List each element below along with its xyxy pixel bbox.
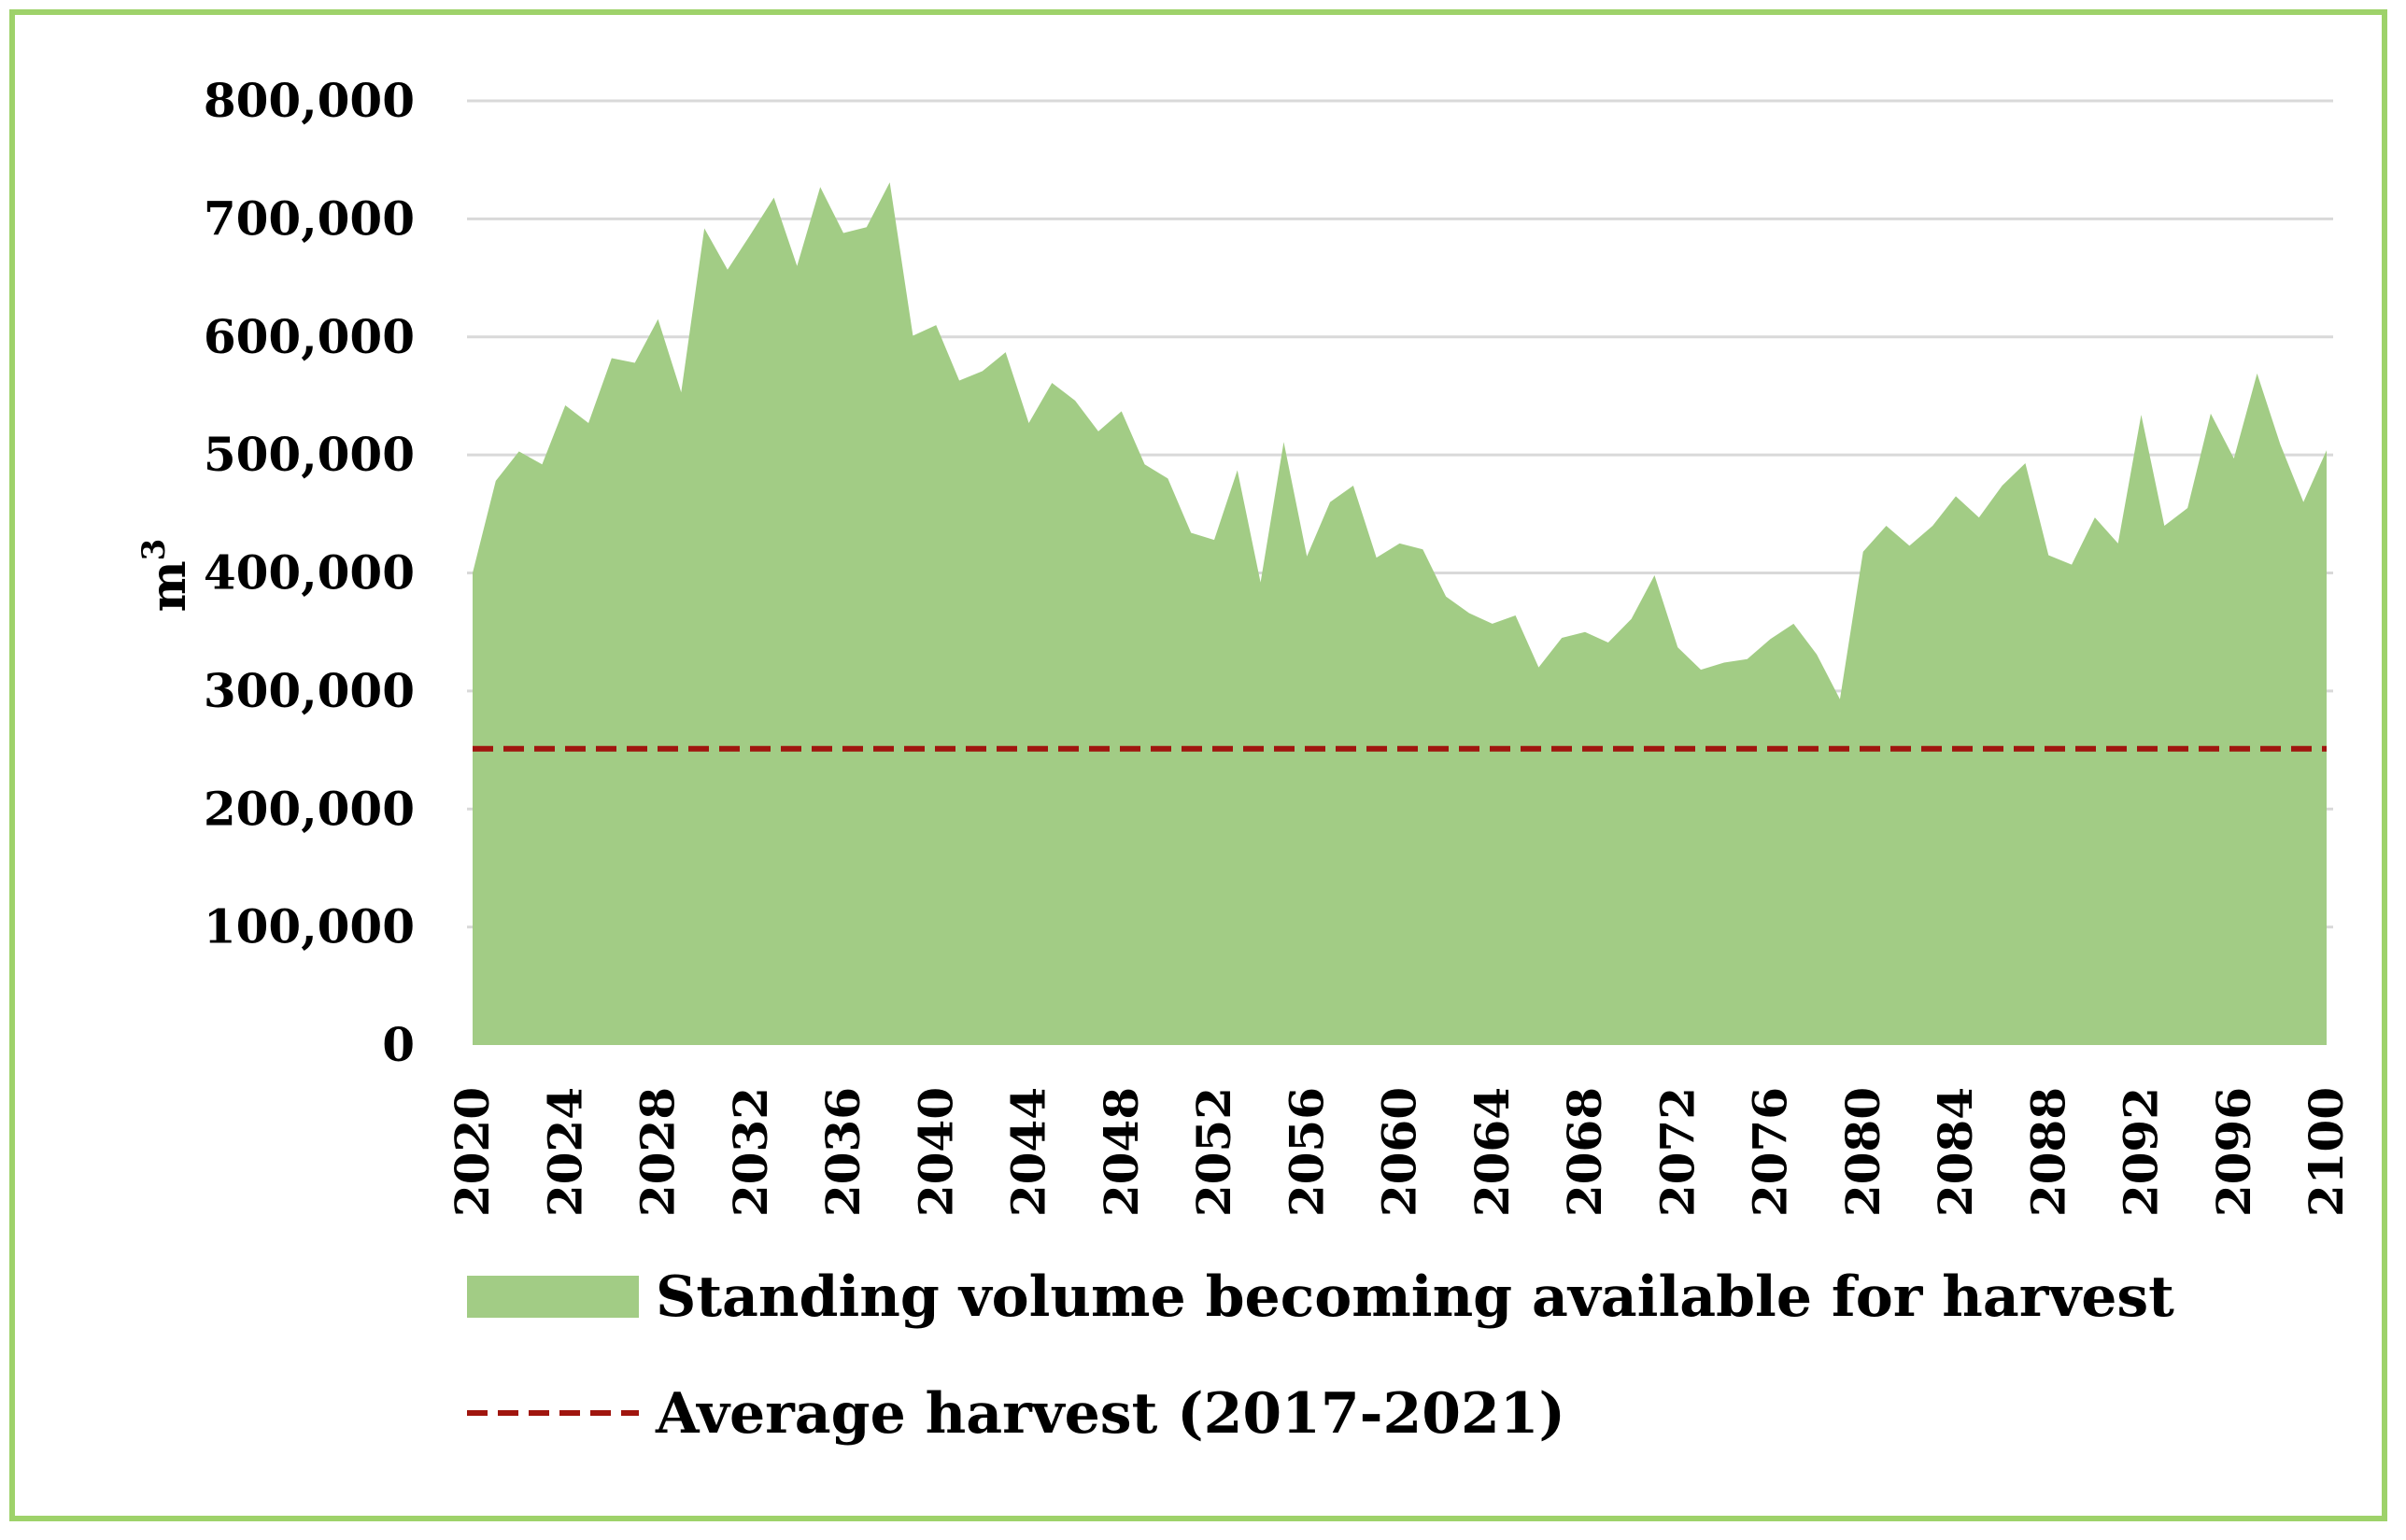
x-tick-label: 2076 xyxy=(1743,1087,1798,1217)
x-tick-label: 2064 xyxy=(1465,1087,1520,1217)
x-tick-label: 2060 xyxy=(1372,1087,1427,1217)
y-axis-label-unit: m xyxy=(140,560,197,612)
x-tick-label: 2084 xyxy=(1928,1087,1983,1217)
x-tick-label: 2068 xyxy=(1557,1087,1612,1217)
y-tick-label: 300,000 xyxy=(204,663,415,718)
x-tick-label: 2096 xyxy=(2206,1087,2261,1217)
x-tick-label: 2044 xyxy=(1001,1087,1056,1217)
y-tick-label: 400,000 xyxy=(204,545,415,600)
x-tick-label: 2048 xyxy=(1094,1087,1149,1217)
x-tick-label: 2020 xyxy=(445,1087,500,1217)
y-tick-label: 700,000 xyxy=(204,191,415,246)
x-tick-label: 2092 xyxy=(2114,1087,2169,1217)
x-tick-label: 2052 xyxy=(1186,1087,1241,1217)
x-tick-label: 2032 xyxy=(723,1087,778,1217)
x-tick-label: 2100 xyxy=(2299,1087,2354,1217)
y-tick-label: 800,000 xyxy=(204,73,415,128)
y-tick-label: 500,000 xyxy=(204,427,415,482)
x-tick-label: 2024 xyxy=(537,1087,592,1217)
chart-frame: 0 100,000 200,000 300,000 400,000 500,000 600,… xyxy=(9,9,2387,1521)
x-tick-label: 2040 xyxy=(908,1087,963,1217)
area-chart: 0 100,000 200,000 300,000 400,000 500,000 600,… xyxy=(135,73,2354,1447)
y-tick-label: 600,000 xyxy=(204,309,415,364)
x-tick-label: 2056 xyxy=(1279,1087,1334,1217)
x-tick-label: 2072 xyxy=(1649,1087,1705,1217)
y-axis-ticks: 0 100,000 200,000 300,000 400,000 500,000 600,… xyxy=(204,73,415,1072)
y-tick-label: 0 xyxy=(382,1017,415,1072)
y-tick-label: 100,000 xyxy=(204,899,415,954)
y-axis-label-superscript: 3 xyxy=(135,539,173,561)
x-tick-label: 2036 xyxy=(815,1087,870,1217)
y-axis-label: m3 xyxy=(135,539,197,613)
x-tick-label: 2080 xyxy=(1835,1087,1890,1217)
y-tick-label: 200,000 xyxy=(204,781,415,836)
legend-swatch-area xyxy=(467,1276,639,1318)
x-tick-label: 2088 xyxy=(2020,1087,2075,1217)
legend-label-standing-volume: Standing volume becoming available for h… xyxy=(656,1264,2174,1330)
standing-volume-area xyxy=(473,182,2327,1046)
legend: Standing volume becoming available for h… xyxy=(467,1264,2174,1447)
x-axis-ticks: 2020 2024 2028 2032 2036 2040 2044 2048 2052 2056… xyxy=(445,1087,2354,1217)
x-tick-label: 2028 xyxy=(630,1087,686,1217)
legend-label-average-harvest: Average harvest (2017-2021) xyxy=(655,1381,1565,1447)
